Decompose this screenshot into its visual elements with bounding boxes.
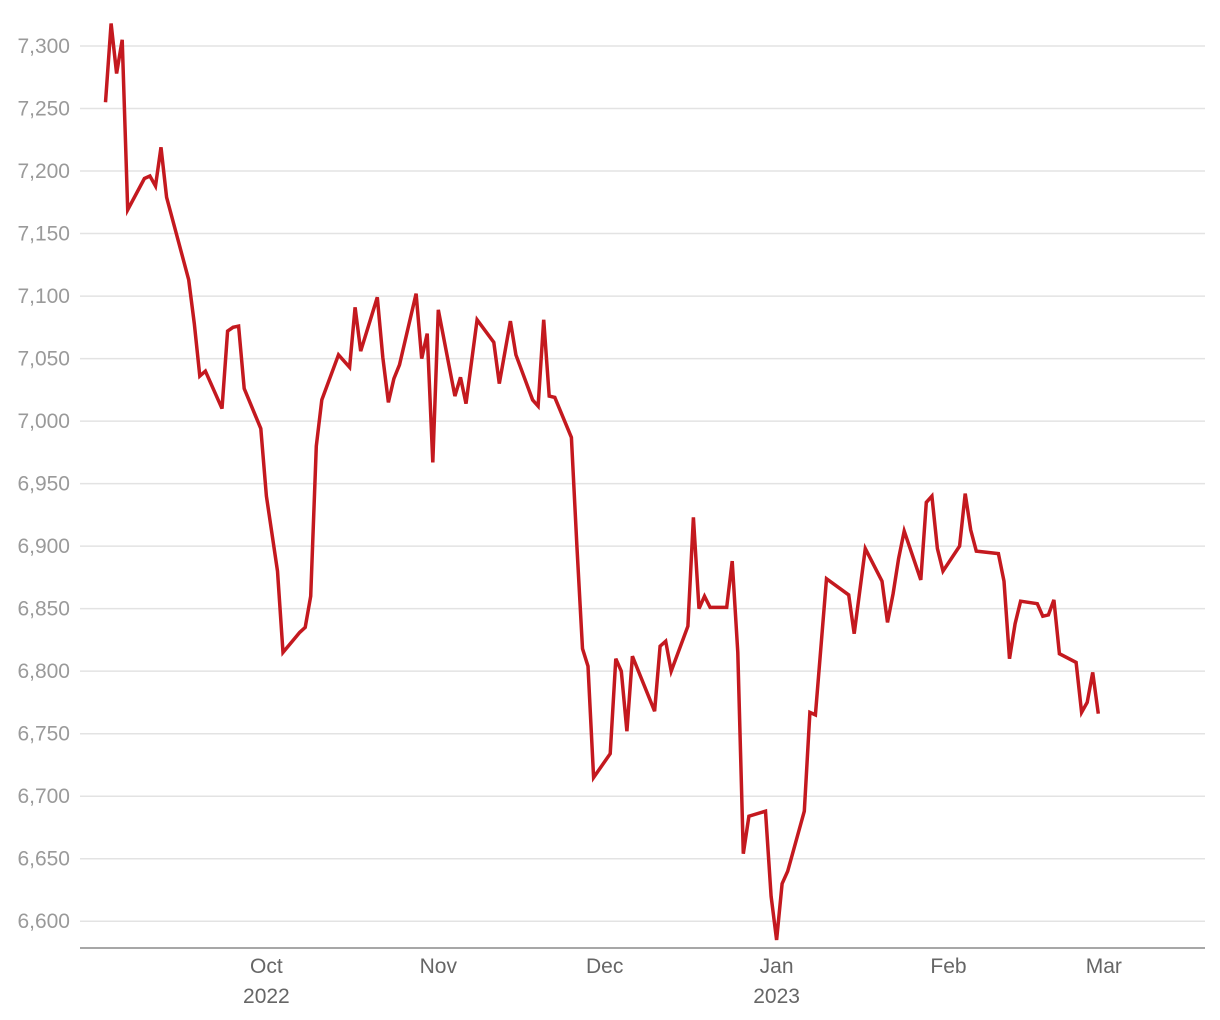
y-tick-label: 6,850 [17,598,70,621]
y-tick-label: 6,900 [17,535,70,558]
x-tick-label: Jan [760,955,794,978]
x-tick-label: Dec [586,955,623,978]
x-tick-label: Nov [420,955,458,978]
y-tick-label: 6,650 [17,848,70,871]
x-tick-year-label: 2022 [243,985,290,1008]
x-tick-year-label: 2023 [753,985,800,1008]
y-tick-label: 7,000 [17,410,70,433]
x-tick-label: Oct [250,955,283,978]
y-tick-label: 6,800 [17,660,70,683]
y-tick-label: 7,050 [17,348,70,371]
y-axis-ticks: 6,600 6,650 6,700 6,750 6,800 6,850 6,900 6,950… [17,35,70,933]
y-tick-label: 7,150 [17,223,70,246]
x-axis-ticks: Oct 2022 Nov Dec Jan 2023 Feb Mar [243,955,1122,1008]
x-tick-label: Mar [1086,955,1122,978]
y-tick-label: 6,700 [17,785,70,808]
y-tick-label: 7,300 [17,35,70,58]
y-tick-label: 7,250 [17,98,70,121]
y-tick-label: 6,600 [17,910,70,933]
gridlines [80,45,1205,922]
series-line [103,23,1101,941]
y-tick-label: 6,750 [17,723,70,746]
x-tick-label: Feb [930,955,966,978]
y-tick-label: 7,100 [17,285,70,308]
y-tick-label: 6,950 [17,473,70,496]
series-layer [103,23,1101,941]
y-tick-label: 7,200 [17,160,70,183]
